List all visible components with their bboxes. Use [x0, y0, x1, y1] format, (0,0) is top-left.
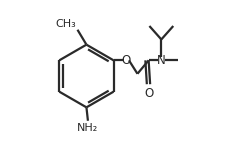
Text: CH₃: CH₃ — [55, 19, 76, 29]
Text: NH₂: NH₂ — [77, 123, 99, 133]
Text: O: O — [144, 87, 153, 100]
Text: N: N — [157, 54, 166, 67]
Text: O: O — [122, 54, 131, 67]
